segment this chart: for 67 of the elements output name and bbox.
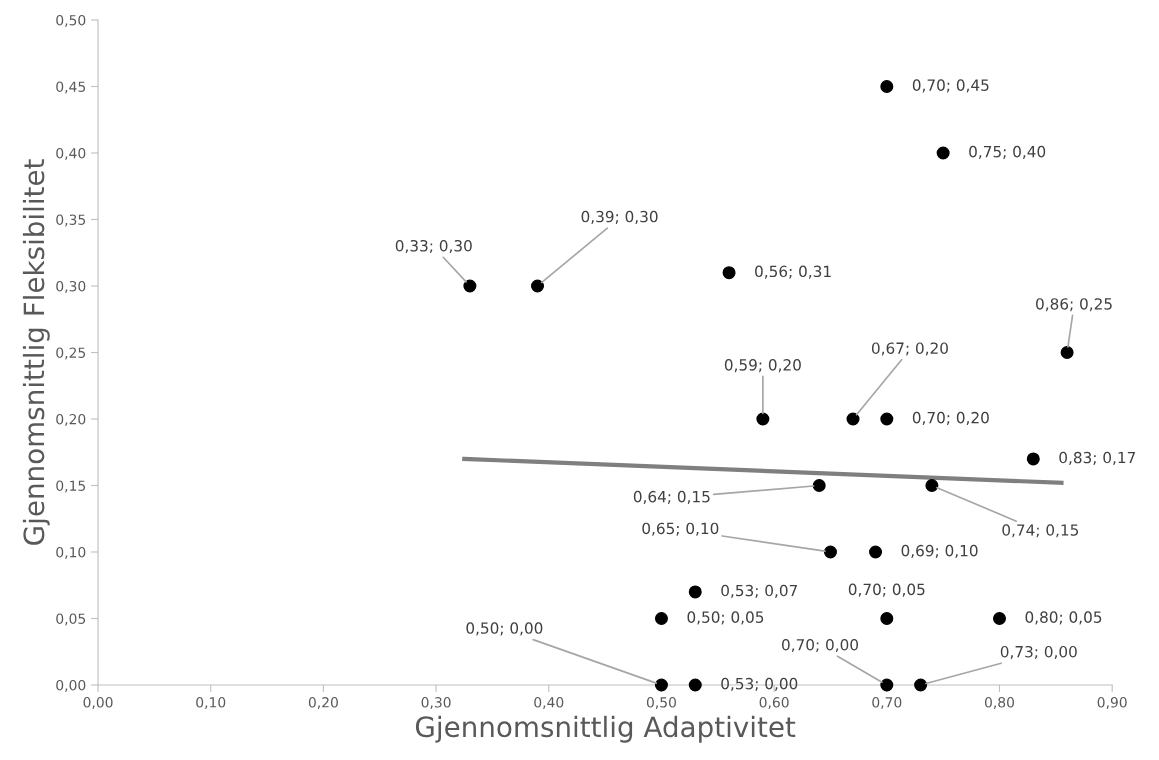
point [992, 611, 1007, 625]
y-tick-label: 0,35 [56, 214, 86, 227]
point [688, 585, 702, 599]
y-tick-label: 0,30 [56, 280, 86, 293]
data-label: 0,74; 0,15 [1002, 524, 1079, 538]
data-label: 0,70; 0,05 [848, 583, 925, 597]
point [463, 279, 477, 293]
point [880, 79, 894, 93]
data-label: 0,83; 0,17 [1059, 451, 1136, 465]
point [880, 678, 894, 692]
x-tick-label: 0,80 [984, 697, 1015, 709]
data-label: 0,64; 0,15 [633, 490, 710, 504]
point [846, 412, 860, 426]
data-label: 0,70; 0,20 [912, 411, 989, 425]
data-label: 0,80; 0,05 [1025, 611, 1102, 625]
data-label: 0,50; 0,00 [466, 622, 543, 636]
x-tick-label: 0,50 [646, 697, 676, 709]
data-label: 0,50; 0,05 [687, 611, 764, 625]
point [1060, 345, 1074, 359]
point [1026, 452, 1040, 466]
point [654, 611, 668, 625]
data-label: 0,59; 0,20 [724, 359, 801, 373]
data-label: 0,53; 0,00 [721, 677, 798, 691]
point [823, 545, 837, 559]
data-label: 0,70; 0,00 [782, 638, 859, 653]
data-label: 0,56; 0,31 [755, 265, 831, 279]
y-tick-label: 0,15 [56, 480, 86, 493]
data-label: 0,73; 0,00 [1000, 645, 1077, 660]
point [925, 478, 939, 492]
x-axis-title: Gjennomsnittlig Adaptivitet [415, 715, 796, 743]
y-tick-label: 0,50 [56, 14, 86, 27]
y-tick-label: 0,25 [56, 347, 86, 360]
data-label: 0,86; 0,25 [1036, 298, 1112, 312]
y-tick-label: 0,40 [56, 147, 86, 160]
x-tick-label: 0,60 [759, 697, 789, 709]
x-tick-label: 0,20 [308, 697, 338, 709]
x-tick-label: 0,90 [1097, 697, 1127, 709]
y-tick-label: 0,10 [56, 546, 86, 559]
data-label: 0,65; 0,10 [642, 522, 719, 536]
x-tick-label: 0,00 [83, 697, 113, 709]
data-label: 0,69; 0,10 [901, 544, 978, 558]
point [936, 146, 950, 160]
point [756, 412, 770, 426]
y-tick-label: 0,05 [56, 613, 86, 626]
data-label: 0,53; 0,07 [721, 584, 797, 598]
point [880, 412, 894, 426]
point [812, 478, 826, 492]
y-tick-label: 0,20 [56, 413, 86, 426]
x-tick-label: 0,30 [421, 697, 451, 709]
point [914, 678, 928, 692]
point [654, 678, 668, 692]
point [688, 678, 702, 692]
point [722, 266, 736, 280]
y-tick-label: 0,45 [56, 81, 86, 94]
data-label: 0,70; 0,45 [912, 79, 989, 93]
y-axis-title: Gjennomsnittlig Fleksibilitet [22, 159, 50, 545]
data-label: 0,75; 0,40 [969, 145, 1046, 159]
x-tick-label: 0,40 [534, 697, 564, 709]
point [531, 279, 545, 293]
data-label: 0,39; 0,30 [581, 210, 658, 224]
point [869, 545, 883, 559]
data-label: 0,67; 0,20 [871, 342, 948, 356]
point [880, 611, 894, 625]
y-tick-label: 0,00 [56, 679, 86, 692]
x-tick-label: 0,70 [872, 697, 902, 709]
data-label: 0,33; 0,30 [395, 239, 472, 254]
x-tick-label: 0,10 [196, 697, 226, 709]
